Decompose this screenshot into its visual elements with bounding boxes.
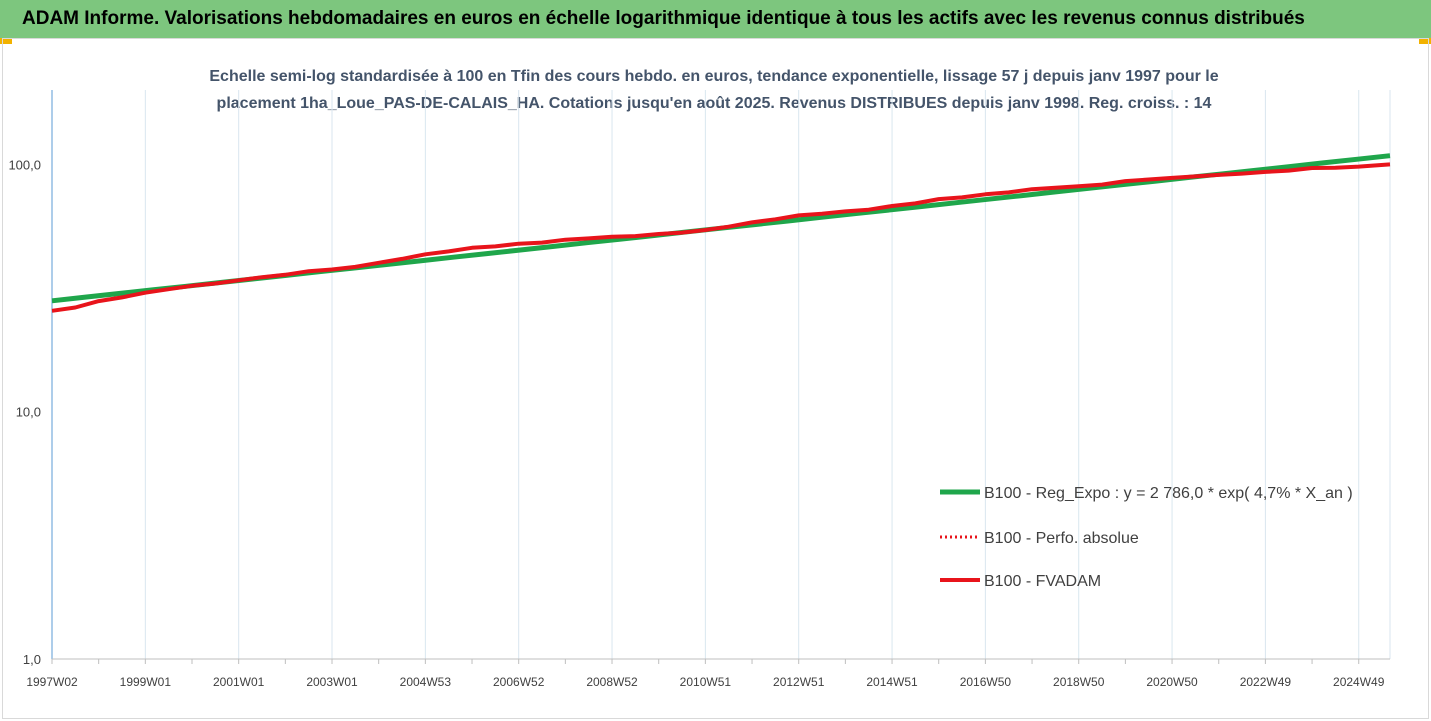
x-tick-label: 2024W49 [1333, 675, 1385, 689]
legend: B100 - Reg_Expo : y = 2 786,0 * exp( 4,7… [940, 485, 1353, 590]
y-tick-label: 1,0 [23, 652, 41, 667]
y-tick-label: 10,0 [16, 405, 41, 420]
x-tick-label: 2008W52 [586, 675, 638, 689]
x-tick-label: 2016W50 [960, 675, 1012, 689]
banner-title: ADAM Informe. Valorisations hebdomadaire… [0, 0, 1431, 38]
corner-marker-left [0, 38, 12, 44]
chart-subtitle-line-1: Echelle semi-log standardisée à 100 en T… [209, 68, 1218, 85]
series-lines [51, 153, 1391, 313]
legend-label-2: B100 - FVADAM [984, 573, 1101, 590]
legend-label-0: B100 - Reg_Expo : y = 2 786,0 * exp( 4,7… [984, 485, 1353, 502]
x-tick-label: 2001W01 [213, 675, 265, 689]
x-tick-label: 2012W51 [773, 675, 825, 689]
x-tick-label: 1999W01 [120, 675, 172, 689]
x-tick-label: 2022W49 [1240, 675, 1292, 689]
x-tick-label: 2018W50 [1053, 675, 1105, 689]
grid [144, 90, 1391, 659]
chart-subtitle-line-2: placement 1ha_Loue_PAS-DE-CALAIS_HA. Cot… [217, 95, 1212, 112]
y-tick-label: 100,0 [8, 157, 41, 172]
x-tick-label: 2010W51 [680, 675, 732, 689]
x-tick-label: 2020W50 [1146, 675, 1198, 689]
x-tick-label: 2004W53 [400, 675, 452, 689]
legend-label-1: B100 - Perfo. absolue [984, 530, 1139, 547]
x-tick-labels: 1997W02 1999W01 2001W01 2003W01 2004W53 2006W… [26, 675, 1384, 689]
corner-marker-right [1419, 38, 1431, 44]
x-tick-label: 2014W51 [866, 675, 918, 689]
x-tick-label: 1997W02 [26, 675, 78, 689]
x-tick-label: 2006W52 [493, 675, 545, 689]
y-tick-labels: 1,0 10,0 100,0 [8, 157, 41, 667]
axes [51, 90, 1390, 664]
x-tick-label: 2003W01 [306, 675, 358, 689]
series-line-2 [51, 162, 1391, 313]
chart-frame [2, 38, 1429, 719]
